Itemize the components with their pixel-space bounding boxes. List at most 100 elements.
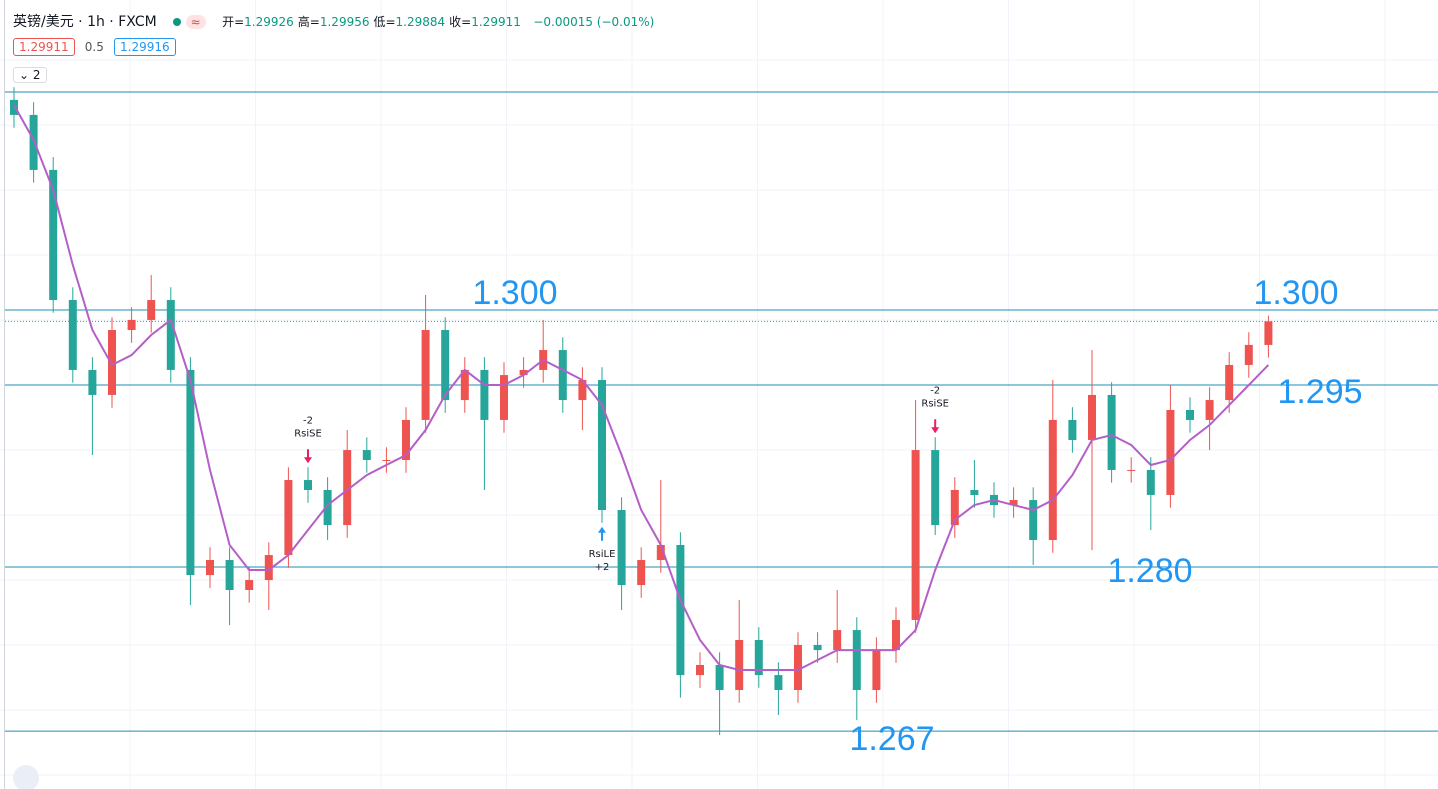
candle-body xyxy=(225,560,234,590)
candle-body xyxy=(558,350,567,401)
candle-body xyxy=(656,544,665,561)
wave-badge[interactable]: ≈ xyxy=(185,15,206,29)
candle-body xyxy=(1244,344,1253,365)
header-row: 英镑/美元 · 1h · FXCM ≈ 开=1.29926 高=1.29956 低=… xyxy=(13,11,654,31)
candle-body xyxy=(166,300,175,370)
candle-body xyxy=(304,480,312,490)
candle-body xyxy=(1264,321,1273,345)
ohlc: 开=1.29926 高=1.29956 低=1.29884 收=1.29911 xyxy=(222,15,525,29)
candle-body xyxy=(127,319,136,331)
spread: 0.5 xyxy=(84,40,104,54)
level-annotation: 1.267 xyxy=(849,720,934,758)
candle-body xyxy=(1127,469,1136,471)
candle-body xyxy=(441,330,450,401)
candle-body xyxy=(735,640,744,691)
logo[interactable] xyxy=(13,765,39,789)
ohlc-label: 收= xyxy=(449,15,472,29)
candle-body xyxy=(500,375,508,420)
level-annotation: 1.300 xyxy=(472,274,557,312)
candle-body xyxy=(10,99,18,115)
candle-body xyxy=(480,369,489,420)
candle-body xyxy=(519,369,528,376)
signal-count: -2 xyxy=(930,385,940,396)
candle-body xyxy=(245,580,254,590)
candle-body xyxy=(1166,409,1175,495)
candle-body xyxy=(852,630,861,691)
ohlc-value: 1.29956 xyxy=(319,15,370,29)
candle-body xyxy=(186,369,195,576)
bid[interactable]: 1.29911 xyxy=(13,38,75,56)
symbol: 英镑/美元 · 1h · FXCM xyxy=(13,14,157,30)
ask[interactable]: 1.29916 xyxy=(114,38,176,56)
moving-average xyxy=(13,104,1270,671)
candle-body xyxy=(617,510,626,586)
candle-body xyxy=(1048,419,1057,540)
ohlc-label: 高= xyxy=(297,15,320,29)
candle-body xyxy=(284,480,293,556)
signal-count: -2 xyxy=(303,415,313,426)
candle-body xyxy=(911,450,920,620)
candle-body xyxy=(206,560,214,576)
candle-body xyxy=(813,644,822,651)
level-annotation: 1.300 xyxy=(1253,274,1338,312)
signal-arrow xyxy=(931,419,940,434)
signal-label: RsiLE xyxy=(589,549,616,560)
ohlc-label: 开= xyxy=(222,15,245,29)
candle-body xyxy=(774,675,783,691)
ohlc-value: 1.29926 xyxy=(244,15,294,29)
candle-body xyxy=(970,489,979,495)
quote-row: 1.29911 0.5 1.29916 xyxy=(13,38,176,56)
candle-body xyxy=(88,369,97,395)
candle-body xyxy=(676,544,685,676)
candle-body xyxy=(1186,409,1194,420)
candle-body xyxy=(264,555,273,581)
change: −0.00015 (−0.01%) xyxy=(533,15,655,29)
candle-body xyxy=(1029,500,1038,540)
candle-body xyxy=(794,644,802,691)
candle-body xyxy=(421,330,430,420)
candle-body xyxy=(696,665,704,676)
status-dot xyxy=(173,18,182,26)
signal-arrow xyxy=(598,526,606,541)
ohlc-value: 1.29911 xyxy=(471,15,521,29)
candle-body xyxy=(1009,500,1018,506)
candle-body xyxy=(49,169,58,301)
candle-body xyxy=(892,619,900,651)
signal-label: RsiSE xyxy=(294,428,322,439)
candle-body xyxy=(950,489,959,526)
indicator-count: 2 xyxy=(32,68,41,82)
candle-body xyxy=(1068,419,1077,440)
candle-body xyxy=(578,380,587,401)
candle-body xyxy=(460,369,469,401)
candle-body xyxy=(872,650,881,691)
candle-body xyxy=(402,419,410,461)
level-annotation: 1.295 xyxy=(1277,373,1362,411)
candle-body xyxy=(931,450,940,526)
candle-body xyxy=(343,450,352,526)
candle-body xyxy=(833,630,842,651)
candle-body xyxy=(323,489,332,526)
candle-body xyxy=(147,300,156,320)
candle-body xyxy=(1088,394,1096,440)
candle-body xyxy=(362,450,371,461)
signal-arrow xyxy=(304,449,312,464)
signal-count: +2 xyxy=(595,562,610,573)
candle-body xyxy=(1225,364,1234,401)
candle-body xyxy=(1205,400,1214,420)
ohlc-label: 低= xyxy=(373,15,396,29)
candle-body xyxy=(754,640,763,676)
indicator-toggle[interactable]: ⌄ 2 xyxy=(13,67,47,83)
candle-body xyxy=(598,380,606,511)
candle-body xyxy=(382,460,391,462)
candle-body xyxy=(108,330,116,395)
candle-body xyxy=(715,665,724,691)
candle-body xyxy=(1146,469,1155,495)
candle-body xyxy=(1107,394,1116,470)
signal-label: RsiSE xyxy=(921,398,949,409)
candle-body xyxy=(637,560,646,586)
level-annotation: 1.280 xyxy=(1107,552,1192,590)
ohlc-value: 1.29884 xyxy=(395,15,446,29)
candle-body xyxy=(68,300,77,370)
